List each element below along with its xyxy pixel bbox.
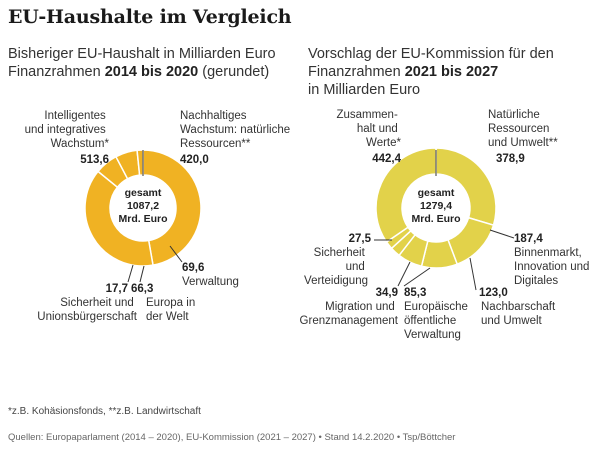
value-nachhaltiges-wachstum: 420,0 xyxy=(180,154,209,166)
label-europa-welt: Europa in der Welt xyxy=(146,297,198,323)
right-subtitle: Vorschlag der EU-Kommission für den Fina… xyxy=(308,45,598,99)
left-subtitle-line2: Finanzrahmen 2014 bis 2020 (gerundet) xyxy=(8,64,270,80)
right-center-unit: Mrd. Euro xyxy=(412,213,461,225)
leader-line-7 xyxy=(403,267,431,287)
right-subtitle-line2: Finanzrahmen 2021 bis 2027 xyxy=(308,64,499,80)
value-verwaltung: 69,6 xyxy=(182,262,204,274)
label-zusammenhalt-werte: Zusammen- halt und Werte* xyxy=(336,109,401,149)
label-oeffentliche-verwaltung: Europäische öffentliche Verwaltung xyxy=(404,301,471,341)
leader-line-5 xyxy=(489,229,515,239)
value-migration: 34,9 xyxy=(376,287,398,299)
label-sicherheit-unionsbuergerschaft: Sicherheit und Unionsbürgerschaft xyxy=(37,297,138,323)
leader-line-1 xyxy=(169,245,183,263)
leader-line-2 xyxy=(139,265,145,283)
left-subtitle: Bisheriger EU-Haushalt in Milliarden Eur… xyxy=(8,45,308,81)
chart-title: EU-Haushalte im Vergleich xyxy=(8,6,292,28)
label-migration: Migration und Grenzmanagement xyxy=(300,301,399,327)
label-nachbarschaft: Nachbarschaft und Umwelt xyxy=(481,301,558,327)
right-donut xyxy=(375,147,497,269)
right-center-total: 1279,4 xyxy=(420,200,452,212)
value-binnenmarkt: 187,4 xyxy=(514,233,543,245)
label-intelligentes-wachstum: Intelligentes und integratives Wachstum* xyxy=(25,110,110,150)
value-nachbarschaft: 123,0 xyxy=(479,287,508,299)
ring-left-slice-0 xyxy=(142,149,202,266)
label-verwaltung: Verwaltung xyxy=(182,276,239,288)
leader-line-6 xyxy=(469,257,477,291)
value-intelligentes-wachstum: 513,6 xyxy=(80,154,109,166)
leader-lines xyxy=(127,150,515,291)
value-natuerliche-ressourcen: 378,9 xyxy=(496,153,525,165)
value-sicherheit-verteidigung: 27,5 xyxy=(349,233,372,245)
left-center-label: gesamt xyxy=(125,187,162,199)
label-natuerliche-ressourcen: Natürliche Ressourcen und Umwelt** xyxy=(488,109,558,149)
label-sicherheit-verteidigung: Sicherheit und Verteidigung xyxy=(304,247,368,287)
left-center-unit: Mrd. Euro xyxy=(119,213,168,225)
ring-right-slice-6 xyxy=(375,147,437,244)
label-nachhaltiges-wachstum: Nachhaltiges Wachstum: natürliche Ressou… xyxy=(180,110,293,150)
value-europa-welt: 66,3 xyxy=(131,283,153,295)
right-subtitle-line3: in Milliarden Euro xyxy=(308,82,421,98)
value-sicherheit-unionsbuergerschaft: 17,7 xyxy=(106,283,128,295)
leader-line-3 xyxy=(127,264,134,283)
right-subtitle-line1: Vorschlag der EU-Kommission für den xyxy=(308,46,554,62)
value-zusammenhalt-werte: 442,4 xyxy=(372,153,401,165)
ring-left-slice-1 xyxy=(84,170,154,267)
value-oeffentliche-verwaltung: 85,3 xyxy=(404,287,426,299)
leader-line-8 xyxy=(397,261,411,287)
label-binnenmarkt: Binnenmarkt, Innovation und Digitales xyxy=(514,247,593,287)
left-subtitle-line1: Bisheriger EU-Haushalt in Milliarden Eur… xyxy=(8,46,276,62)
footnote: *z.B. Kohäsionsfonds, **z.B. Landwirtsch… xyxy=(8,406,201,417)
source-line: Quellen: Europaparlament (2014 – 2020), … xyxy=(8,432,456,443)
right-center-label: gesamt xyxy=(418,187,455,199)
left-center-total: 1087,2 xyxy=(127,200,159,212)
left-donut xyxy=(84,149,202,267)
